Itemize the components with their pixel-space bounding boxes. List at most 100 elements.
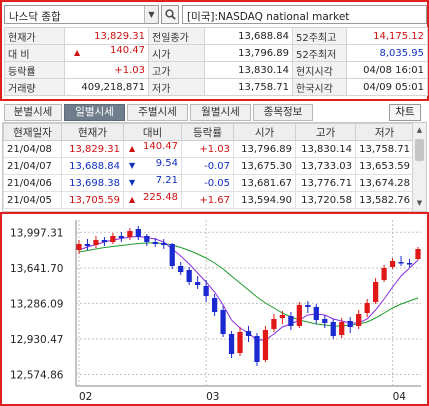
cell-open: 13,675.30: [233, 157, 296, 175]
tab-2[interactable]: 주별시세: [127, 104, 188, 121]
quote-value-text: 8,035.95: [379, 47, 424, 59]
cell-text: 7.21: [155, 175, 178, 187]
tab-bar: 분별시세 일별시세 주별시세 월별시세 종목정보: [4, 104, 429, 121]
candle-body: [398, 262, 404, 264]
y-tick-label: 13,286.09: [10, 298, 63, 310]
cell-text: 13,698.38: [69, 177, 120, 189]
scroll-up-arrow-icon[interactable]: ▲: [416, 126, 423, 134]
column-header[interactable]: 저가: [355, 123, 414, 141]
cell-text: 13,830.14: [301, 143, 352, 155]
tab-3[interactable]: 월별시세: [190, 104, 251, 121]
cell-high: 13,830.14: [295, 140, 356, 158]
vertical-scrollbar[interactable]: ▲ ▼: [412, 123, 426, 211]
cell-rate: +1.03: [181, 140, 234, 158]
cell-rate: +1.67: [181, 191, 234, 209]
column-header[interactable]: 등락률: [181, 123, 234, 141]
candle-body: [195, 282, 201, 285]
table-row[interactable]: 21/04/07 13,688.84 ▼ 9.54 -0.07 13,675.30 13,7…: [3, 157, 414, 175]
candlestick-chart: 13,997.31 13,641.70 13,286.09 12,930.47 12,5…: [10, 220, 421, 403]
candle-body: [322, 319, 328, 323]
chart-button[interactable]: 차트: [389, 104, 421, 121]
table-row[interactable]: 21/04/06 13,698.38 ▼ 7.21 -0.05 13,681.67 13,7…: [3, 174, 414, 192]
quote-label: 시가: [148, 44, 205, 62]
cell-change: ▼ 7.21: [123, 174, 182, 192]
moving-average-short-line: [78, 235, 419, 341]
cell-text: 21/04/05: [7, 194, 52, 206]
quote-value-text: 14,175.12: [373, 30, 424, 42]
cell-text: 13,681.67: [241, 177, 292, 189]
y-tick-label: 13,997.31: [10, 227, 63, 239]
candle-body: [152, 242, 158, 244]
candle-body: [296, 305, 302, 326]
column-header[interactable]: 현재일자: [3, 123, 62, 141]
cell-rate: -0.07: [181, 157, 234, 175]
up-arrow-icon: ▲: [129, 144, 136, 153]
quote-value: 13,796.89: [204, 44, 293, 62]
x-tick-label: 03: [206, 391, 219, 403]
candle-body: [305, 305, 311, 307]
cell-high: 13,776.71: [295, 174, 356, 192]
quote-row: 현재가 13,829.31 전일종가 13,688.84 52주최고 14,175.12: [4, 27, 428, 45]
candle-body: [372, 282, 379, 302]
cell-rate: -0.05: [181, 174, 234, 192]
column-header[interactable]: 시가: [233, 123, 296, 141]
moving-average-long-line: [78, 242, 419, 327]
quote-value: 13,758.71: [204, 78, 293, 96]
cell-text: 225.48: [143, 192, 178, 204]
table-row[interactable]: 21/04/05 13,705.59 ▲ 225.48 +1.67 13,594.90 13…: [3, 191, 414, 209]
column-header[interactable]: 고가: [295, 123, 356, 141]
price-chart-panel: 13,997.31 13,641.70 13,286.09 12,930.47 12,5…: [0, 212, 429, 406]
quote-label: 52주최저: [292, 44, 347, 62]
tab-1[interactable]: 일별시세: [64, 104, 125, 121]
quote-row: 거래량 409,218,871 저가 13,758.71 한국시각 04/09 05:01: [4, 78, 428, 96]
scroll-thumb[interactable]: [415, 139, 424, 161]
cell-close: 13,829.31: [61, 140, 124, 158]
down-arrow-icon: ▼: [129, 161, 136, 170]
index-selector-row: 나스닥 종합 ▼ [미국]:NASDAQ national market: [4, 5, 427, 25]
search-icon: [165, 9, 176, 20]
daily-table: 현재일자 현재가 대비 등락률 시가 고가 저가 21/04/08 13,829.31 ▲ 140…: [3, 123, 414, 209]
quote-label: 거래량: [4, 78, 65, 96]
cell-text: 13,653.59: [359, 160, 410, 172]
cell-text: 13,776.71: [301, 177, 352, 189]
candle-body: [127, 231, 133, 237]
table-row[interactable]: 21/04/08 13,829.31 ▲ 140.47 +1.03 13,796.89 13…: [3, 140, 414, 158]
scroll-down-arrow-icon[interactable]: ▼: [416, 199, 423, 207]
cell-change: ▲ 140.47: [123, 140, 182, 158]
cell-date: 21/04/07: [3, 157, 62, 175]
cell-date: 21/04/05: [3, 191, 62, 209]
market-name-field: [미국]:NASDAQ national market: [182, 5, 427, 24]
cell-high: 13,733.03: [295, 157, 356, 175]
quote-value-text: 13,796.89: [238, 47, 289, 59]
quote-value: 04/09 05:01: [346, 78, 428, 96]
tab-0[interactable]: 분별시세: [4, 104, 62, 121]
cell-open: 13,796.89: [233, 140, 296, 158]
candle-body: [220, 310, 226, 334]
cell-high: 13,720.58: [295, 191, 356, 209]
cell-low: 13,653.59: [355, 157, 414, 175]
index-select[interactable]: 나스닥 종합 ▼: [4, 5, 159, 24]
column-header[interactable]: 대비: [123, 123, 182, 141]
quote-value: 13,830.14: [204, 61, 293, 79]
quote-label: 고가: [148, 61, 205, 79]
candle-body: [93, 240, 99, 245]
cell-close: 13,688.84: [61, 157, 124, 175]
cell-text: -0.07: [204, 160, 230, 172]
candle-body: [84, 244, 91, 246]
quote-row: 대 비 ▲ 140.47 시가 13,796.89 52주최저 8,035.95: [4, 44, 428, 62]
quote-label: 한국시각: [292, 78, 347, 96]
chevron-down-icon[interactable]: ▼: [144, 6, 158, 23]
index-select-value: 나스닥 종합: [9, 11, 61, 23]
tab-4[interactable]: 종목정보: [253, 104, 313, 121]
candle-body: [406, 263, 413, 265]
quote-table: 현재가 13,829.31 전일종가 13,688.84 52주최고 14,175.12 대…: [4, 27, 428, 96]
cell-text: 140.47: [143, 141, 178, 153]
search-button[interactable]: [161, 5, 179, 24]
cell-text: 21/04/06: [7, 177, 52, 189]
candle-body: [211, 298, 218, 312]
column-header[interactable]: 현재가: [61, 123, 124, 141]
candle-body: [237, 332, 243, 353]
y-tick-label: 13,641.70: [10, 263, 63, 275]
quote-value-text: 13,830.14: [238, 64, 289, 76]
cell-text: 13,705.59: [69, 194, 120, 206]
